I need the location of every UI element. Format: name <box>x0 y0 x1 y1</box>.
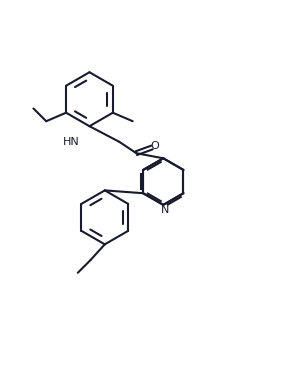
Text: N: N <box>160 205 169 215</box>
Text: HN: HN <box>63 137 79 147</box>
Text: O: O <box>151 141 159 151</box>
